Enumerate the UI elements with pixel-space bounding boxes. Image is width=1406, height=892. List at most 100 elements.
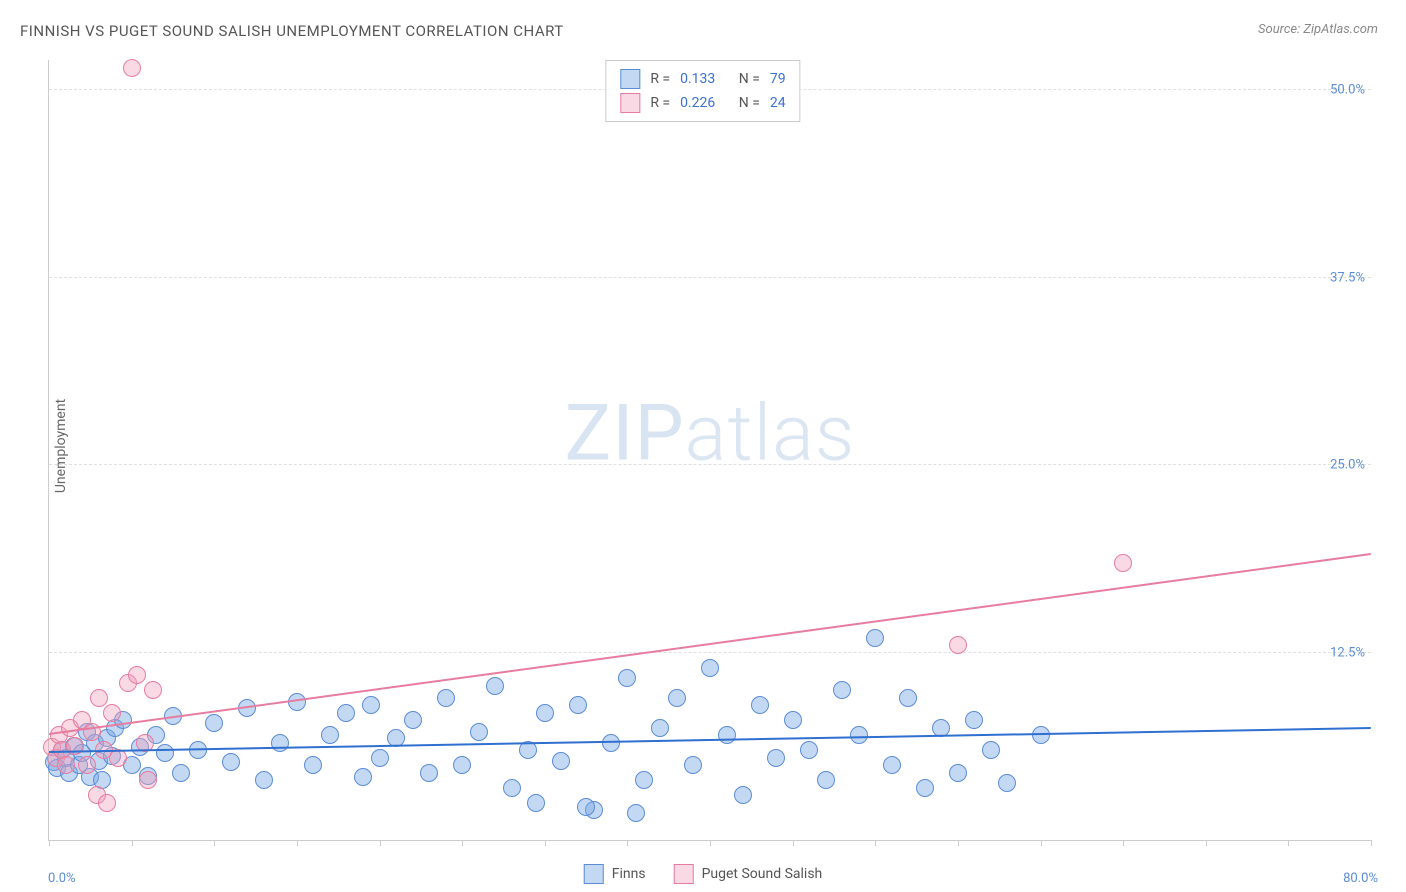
data-point [123, 59, 141, 77]
correlation-stats-legend: R = 0.133 N = 79 R = 0.226 N = 24 [605, 60, 800, 122]
x-tick [627, 840, 628, 846]
x-tick [1123, 840, 1124, 846]
data-point [470, 723, 488, 741]
gridline [49, 464, 1371, 465]
x-tick [462, 840, 463, 846]
r-label: R = [650, 67, 670, 91]
data-point [255, 771, 273, 789]
chart-title: FINNISH VS PUGET SOUND SALISH UNEMPLOYME… [20, 22, 564, 40]
data-point [767, 749, 785, 767]
x-tick [710, 840, 711, 846]
data-point [651, 719, 669, 737]
x-tick [132, 840, 133, 846]
stats-row-finns: R = 0.133 N = 79 [620, 67, 785, 91]
x-tick [1206, 840, 1207, 846]
data-point [800, 741, 818, 759]
legend-item-finns: Finns [584, 864, 646, 884]
data-point [354, 768, 372, 786]
data-point [949, 636, 967, 654]
data-point [222, 753, 240, 771]
data-point [734, 786, 752, 804]
data-point [552, 752, 570, 770]
x-axis-max-label: 80.0% [1343, 871, 1378, 886]
data-point [833, 681, 851, 699]
data-point [701, 659, 719, 677]
watermark-zip: ZIP [565, 389, 685, 480]
swatch-finns [584, 864, 604, 884]
data-point [569, 696, 587, 714]
x-axis-min-label: 0.0% [48, 871, 76, 886]
data-point [371, 749, 389, 767]
y-tick-label: 37.5% [1330, 270, 1365, 285]
data-point [883, 756, 901, 774]
swatch-salish [674, 864, 694, 884]
watermark-atlas: atlas [685, 389, 856, 480]
data-point [362, 696, 380, 714]
x-tick [1288, 840, 1289, 846]
legend-label-finns: Finns [612, 866, 646, 882]
data-point [205, 714, 223, 732]
data-point [668, 689, 686, 707]
x-tick [297, 840, 298, 846]
x-tick [49, 840, 50, 846]
data-point [503, 779, 521, 797]
data-point [453, 756, 471, 774]
data-point [866, 629, 884, 647]
data-point [635, 771, 653, 789]
gridline [49, 277, 1371, 278]
x-tick [380, 840, 381, 846]
y-tick-label: 25.0% [1330, 458, 1365, 473]
x-tick [1371, 840, 1372, 846]
x-tick [214, 840, 215, 846]
data-point [437, 689, 455, 707]
data-point [103, 704, 121, 722]
series-legend: Finns Puget Sound Salish [584, 864, 823, 884]
data-point [982, 741, 1000, 759]
data-point [57, 756, 75, 774]
data-point [527, 794, 545, 812]
data-point [98, 794, 116, 812]
legend-item-salish: Puget Sound Salish [674, 864, 823, 884]
watermark: ZIPatlas [565, 389, 856, 480]
data-point [304, 756, 322, 774]
x-tick [545, 840, 546, 846]
legend-label-salish: Puget Sound Salish [702, 866, 823, 882]
x-tick [793, 840, 794, 846]
y-tick-label: 50.0% [1330, 83, 1365, 98]
y-tick-label: 12.5% [1330, 645, 1365, 660]
data-point [751, 696, 769, 714]
data-point [337, 704, 355, 722]
trend-line [49, 727, 1371, 753]
data-point [321, 726, 339, 744]
data-point [420, 764, 438, 782]
data-point [172, 764, 190, 782]
plot-area: ZIPatlas 12.5% 25.0% 37.5% 50.0% [48, 60, 1371, 841]
source-attribution: Source: ZipAtlas.com [1258, 22, 1378, 37]
r-value-finns: 0.133 [680, 67, 715, 91]
x-tick [958, 840, 959, 846]
gridline [49, 652, 1371, 653]
x-tick [1041, 840, 1042, 846]
data-point [949, 764, 967, 782]
r-label: R = [650, 91, 670, 115]
data-point [156, 744, 174, 762]
n-value-salish: 24 [770, 91, 786, 115]
data-point [998, 774, 1016, 792]
r-value-salish: 0.226 [680, 91, 715, 115]
x-tick [875, 840, 876, 846]
data-point [1114, 554, 1132, 572]
swatch-finns [620, 69, 640, 89]
data-point [536, 704, 554, 722]
data-point [965, 711, 983, 729]
data-point [486, 677, 504, 695]
data-point [144, 681, 162, 699]
n-label: N = [739, 67, 760, 91]
data-point [627, 804, 645, 822]
data-point [784, 711, 802, 729]
data-point [718, 726, 736, 744]
swatch-salish [620, 93, 640, 113]
n-label: N = [739, 91, 760, 115]
data-point [850, 726, 868, 744]
trend-line [49, 553, 1371, 735]
data-point [618, 669, 636, 687]
